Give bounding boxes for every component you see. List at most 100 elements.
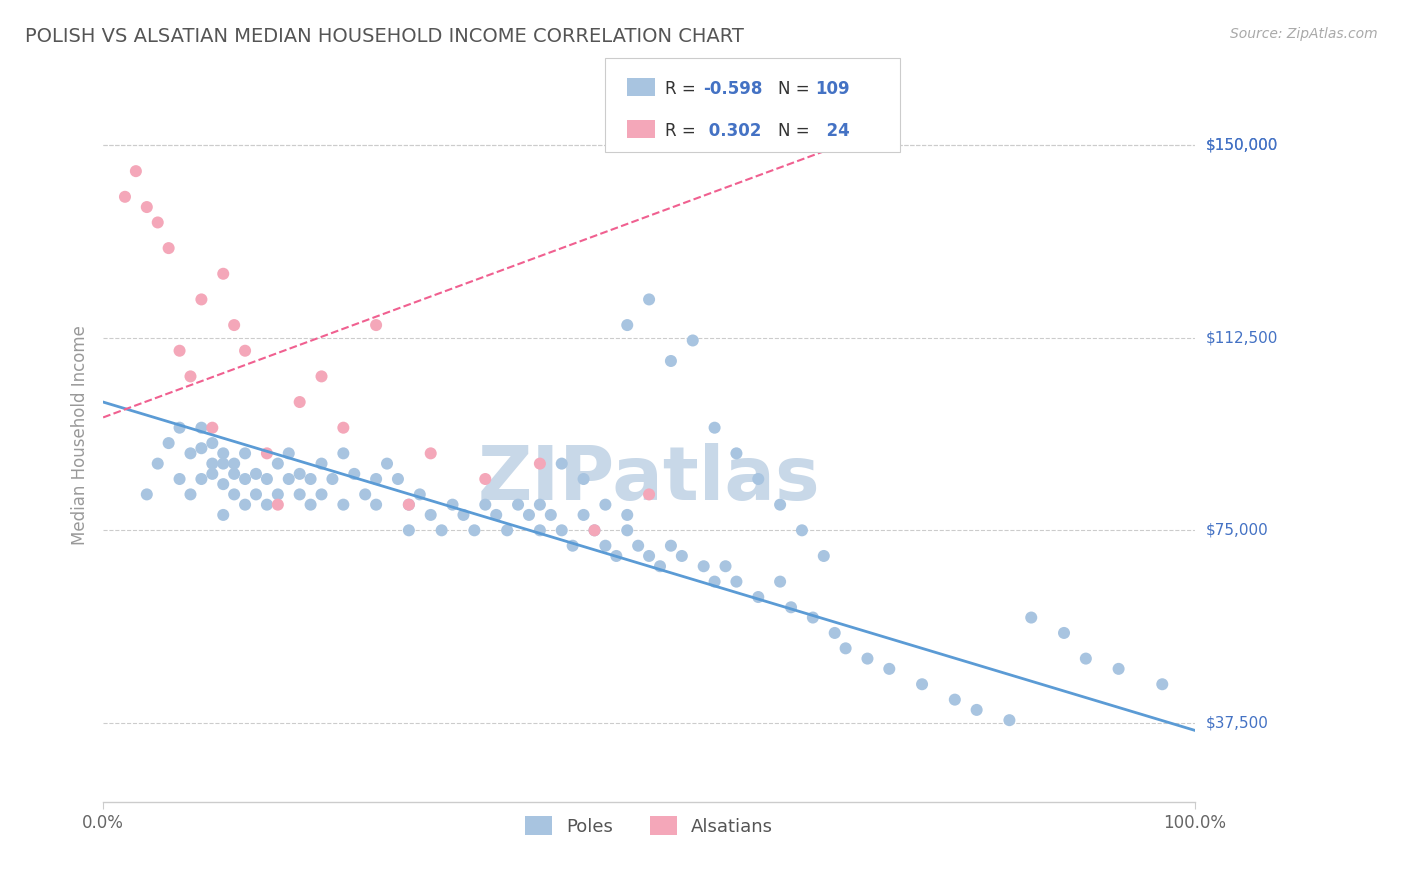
Point — [146, 457, 169, 471]
Point — [517, 508, 540, 522]
Point — [879, 662, 901, 676]
Point — [387, 472, 409, 486]
Point — [311, 487, 333, 501]
Point — [659, 539, 682, 553]
Text: $37,500: $37,500 — [1206, 715, 1270, 731]
Point — [224, 457, 246, 471]
Point — [157, 436, 180, 450]
Point — [583, 524, 606, 538]
Point — [233, 343, 256, 358]
Point — [1074, 651, 1097, 665]
Point — [1108, 662, 1130, 676]
Point — [834, 641, 856, 656]
Text: $150,000: $150,000 — [1206, 138, 1278, 153]
Text: 0.302: 0.302 — [703, 122, 762, 140]
Point — [790, 524, 813, 538]
Point — [551, 524, 574, 538]
Point — [430, 524, 453, 538]
Point — [212, 267, 235, 281]
Text: 24: 24 — [815, 122, 851, 140]
Point — [125, 164, 148, 178]
Point — [169, 343, 191, 358]
Point — [288, 487, 311, 501]
Point — [506, 498, 529, 512]
Point — [245, 487, 267, 501]
Point — [595, 539, 617, 553]
Point — [256, 446, 278, 460]
Point — [288, 395, 311, 409]
Point — [572, 508, 595, 522]
Point — [299, 498, 322, 512]
Point — [529, 457, 551, 471]
Point — [135, 487, 157, 501]
Point — [714, 559, 737, 574]
Text: $75,000: $75,000 — [1206, 523, 1268, 538]
Point — [245, 467, 267, 481]
Point — [616, 508, 638, 522]
Point — [135, 200, 157, 214]
Point — [224, 318, 246, 332]
Point — [659, 354, 682, 368]
Point — [169, 420, 191, 434]
Point — [277, 472, 299, 486]
Point — [529, 524, 551, 538]
Point — [267, 498, 290, 512]
Point — [114, 190, 136, 204]
Point — [496, 524, 519, 538]
Point — [375, 457, 398, 471]
Point — [398, 498, 420, 512]
Point — [179, 369, 201, 384]
Point — [463, 524, 485, 538]
Point — [474, 472, 496, 486]
Text: Source: ZipAtlas.com: Source: ZipAtlas.com — [1230, 27, 1378, 41]
Text: $112,500: $112,500 — [1206, 330, 1278, 345]
Point — [409, 487, 432, 501]
Point — [224, 467, 246, 481]
Y-axis label: Median Household Income: Median Household Income — [72, 326, 89, 545]
Point — [321, 472, 343, 486]
Point — [398, 524, 420, 538]
Point — [277, 446, 299, 460]
Point — [551, 457, 574, 471]
Point — [453, 508, 475, 522]
Point — [1019, 610, 1042, 624]
Text: ZIPatlas: ZIPatlas — [478, 443, 820, 516]
Point — [233, 446, 256, 460]
Point — [311, 369, 333, 384]
Point — [725, 574, 748, 589]
Point — [233, 498, 256, 512]
Point — [943, 692, 966, 706]
Point — [179, 446, 201, 460]
Point — [572, 472, 595, 486]
Point — [801, 610, 824, 624]
Point — [179, 487, 201, 501]
Point — [441, 498, 464, 512]
Point — [747, 590, 769, 604]
Point — [1053, 626, 1076, 640]
Text: N =: N = — [778, 122, 814, 140]
Point — [256, 472, 278, 486]
Point — [332, 498, 354, 512]
Text: 109: 109 — [815, 80, 851, 98]
Point — [419, 508, 441, 522]
Point — [616, 524, 638, 538]
Point — [725, 446, 748, 460]
Point — [366, 472, 388, 486]
Text: $150,000: $150,000 — [1206, 138, 1278, 153]
Point — [616, 318, 638, 332]
Point — [212, 508, 235, 522]
Point — [267, 487, 290, 501]
Point — [966, 703, 988, 717]
Point — [561, 539, 583, 553]
Point — [212, 457, 235, 471]
Point — [224, 487, 246, 501]
Text: POLISH VS ALSATIAN MEDIAN HOUSEHOLD INCOME CORRELATION CHART: POLISH VS ALSATIAN MEDIAN HOUSEHOLD INCO… — [25, 27, 744, 45]
Text: R =: R = — [665, 80, 702, 98]
Point — [190, 293, 212, 307]
Point — [169, 472, 191, 486]
Point — [769, 498, 792, 512]
Point — [703, 574, 725, 589]
Point — [540, 508, 562, 522]
Point — [343, 467, 366, 481]
Point — [692, 559, 714, 574]
